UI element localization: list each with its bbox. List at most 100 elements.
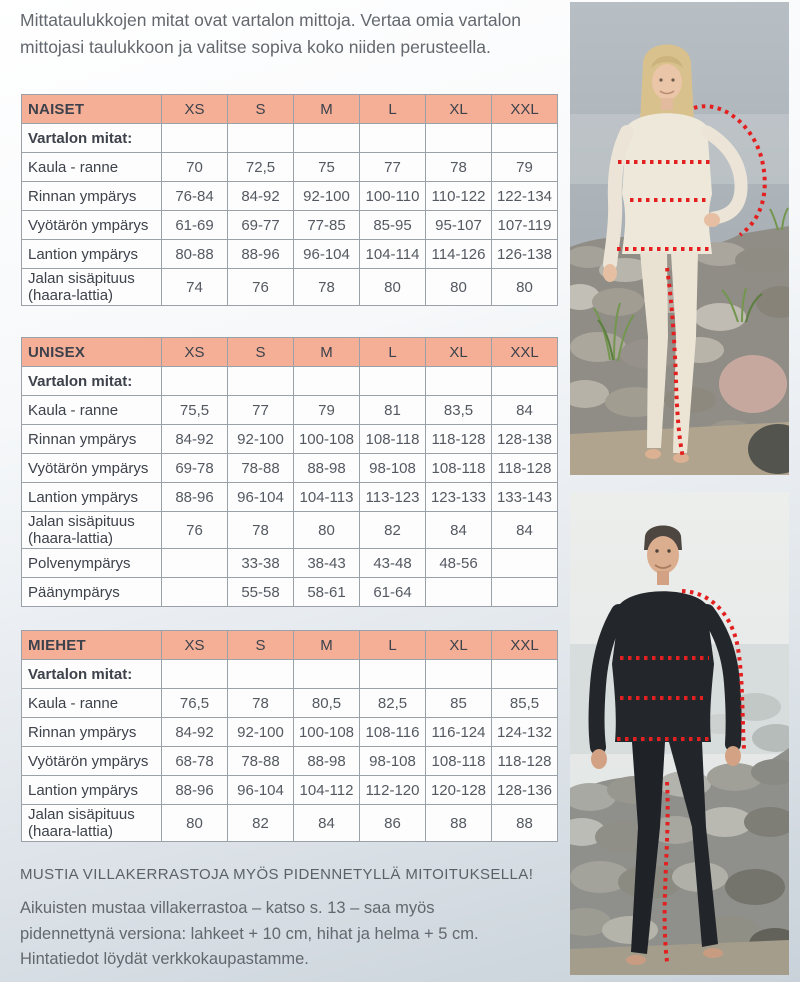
measurement-value: 98-108 xyxy=(359,746,426,776)
measurement-value: 107-119 xyxy=(491,210,558,240)
measurement-value: 75,5 xyxy=(161,395,228,425)
size-column-header: L xyxy=(359,630,426,660)
measurement-value: 118-128 xyxy=(425,424,492,454)
smile xyxy=(654,564,672,569)
measurement-value: 85-95 xyxy=(359,210,426,240)
face xyxy=(652,64,682,100)
measurement-value: 80 xyxy=(425,268,492,306)
right-hand xyxy=(704,213,720,227)
right-arm xyxy=(699,604,742,752)
measurement-value: 38-43 xyxy=(293,548,360,578)
empty-cell xyxy=(359,123,426,153)
woman-photo-illustration xyxy=(570,2,789,475)
measurement-value xyxy=(425,577,492,607)
left-foot xyxy=(626,955,646,965)
measurement-value: 76,5 xyxy=(161,688,228,718)
right-arm-on-hip xyxy=(700,125,748,225)
left-leg xyxy=(640,252,668,448)
size-column-header: XS xyxy=(161,94,228,124)
measurement-value: 77 xyxy=(359,152,426,182)
measurement-value: 58-61 xyxy=(293,577,360,607)
measurement-value: 83,5 xyxy=(425,395,492,425)
measurement-value: 48-56 xyxy=(425,548,492,578)
size-column-header: L xyxy=(359,94,426,124)
measurement-value: 78 xyxy=(227,511,294,549)
measurement-value: 80-88 xyxy=(161,239,228,269)
empty-cell xyxy=(227,123,294,153)
measurement-value: 86 xyxy=(359,804,426,842)
measurement-value: 113-123 xyxy=(359,482,426,512)
measurement-value: 108-116 xyxy=(359,717,426,747)
footer-line: Hintatiedot löydät verkkokaupastamme. xyxy=(20,950,309,968)
right-leg xyxy=(669,742,718,947)
measurement-value: 72,5 xyxy=(227,152,294,182)
measurement-value: 116-124 xyxy=(425,717,492,747)
size-table-miehet: MIEHET XS S M L XL XXL Vartalon mitat: Kaula - r… xyxy=(21,630,558,842)
left-arm xyxy=(588,604,627,755)
section-label: Vartalon mitat: xyxy=(21,659,162,689)
measurement-value: 69-78 xyxy=(161,453,228,483)
measurement-value: 108-118 xyxy=(425,746,492,776)
measurement-value: 100-108 xyxy=(293,424,360,454)
measurement-label: Kaula - ranne xyxy=(21,688,162,718)
measurement-value: 128-138 xyxy=(491,424,558,454)
measurement-value: 88 xyxy=(425,804,492,842)
man-photo-illustration xyxy=(570,492,789,975)
measurement-value: 80 xyxy=(293,511,360,549)
man-black-base-layer-photo xyxy=(570,492,789,975)
left-hand xyxy=(603,264,617,282)
measurement-value: 100-108 xyxy=(293,717,360,747)
empty-cell xyxy=(293,659,360,689)
measurement-value: 126-138 xyxy=(491,239,558,269)
woman-white-base-layer-photo xyxy=(570,2,789,475)
size-column-header: XXL xyxy=(491,94,558,124)
measurement-value: 55-58 xyxy=(227,577,294,607)
measurement-value: 80 xyxy=(359,268,426,306)
size-column-header: XXL xyxy=(491,630,558,660)
measurement-value: 118-128 xyxy=(491,746,558,776)
measurement-value: 82,5 xyxy=(359,688,426,718)
measurement-label: Rinnan ympärys xyxy=(21,181,162,211)
measurement-label: Vyötärön ympärys xyxy=(21,210,162,240)
measurement-label: Päänympärys xyxy=(21,577,162,607)
empty-cell xyxy=(227,366,294,396)
size-column-header: S xyxy=(227,337,294,367)
measurement-value: 84 xyxy=(491,395,558,425)
measurement-value: 104-114 xyxy=(359,239,426,269)
measurement-value: 84 xyxy=(425,511,492,549)
measurement-value: 112-120 xyxy=(359,775,426,805)
right-foot xyxy=(703,948,723,958)
measurement-value: 79 xyxy=(293,395,360,425)
size-table-unisex: UNISEX XS S M L XL XXL Vartalon mitat: Kaula - r… xyxy=(21,337,558,607)
measurement-value: 88-96 xyxy=(161,482,228,512)
measurement-value: 78-88 xyxy=(227,746,294,776)
measurement-value: 76-84 xyxy=(161,181,228,211)
measurement-label: Lantion ympärys xyxy=(21,482,162,512)
section-label: Vartalon mitat: xyxy=(21,366,162,396)
measurement-value: 85 xyxy=(425,688,492,718)
empty-cell xyxy=(161,123,228,153)
measurement-value: 100-110 xyxy=(359,181,426,211)
measurement-label: Rinnan ympärys xyxy=(21,717,162,747)
size-column-header: S xyxy=(227,94,294,124)
intro-line: mittojasi taulukkoon ja valitse sopiva k… xyxy=(20,37,491,57)
inseam-measurement-line xyxy=(662,781,670,963)
measurement-value: 92-100 xyxy=(293,181,360,211)
measurement-value: 85,5 xyxy=(491,688,558,718)
measurement-value: 77 xyxy=(227,395,294,425)
left-hand xyxy=(591,749,607,769)
empty-cell xyxy=(491,366,558,396)
measurement-label: Jalan sisäpituus (haara-lattia) xyxy=(21,511,162,549)
empty-cell xyxy=(359,366,426,396)
measurement-value: 88-96 xyxy=(161,775,228,805)
size-column-header: XL xyxy=(425,94,492,124)
table-title: UNISEX xyxy=(21,337,162,367)
black-top xyxy=(612,591,714,742)
empty-cell xyxy=(491,123,558,153)
measurement-value: 120-128 xyxy=(425,775,492,805)
size-column-header: L xyxy=(359,337,426,367)
measurement-value: 80 xyxy=(491,268,558,306)
white-top xyxy=(622,113,712,254)
right-foot xyxy=(673,453,689,463)
